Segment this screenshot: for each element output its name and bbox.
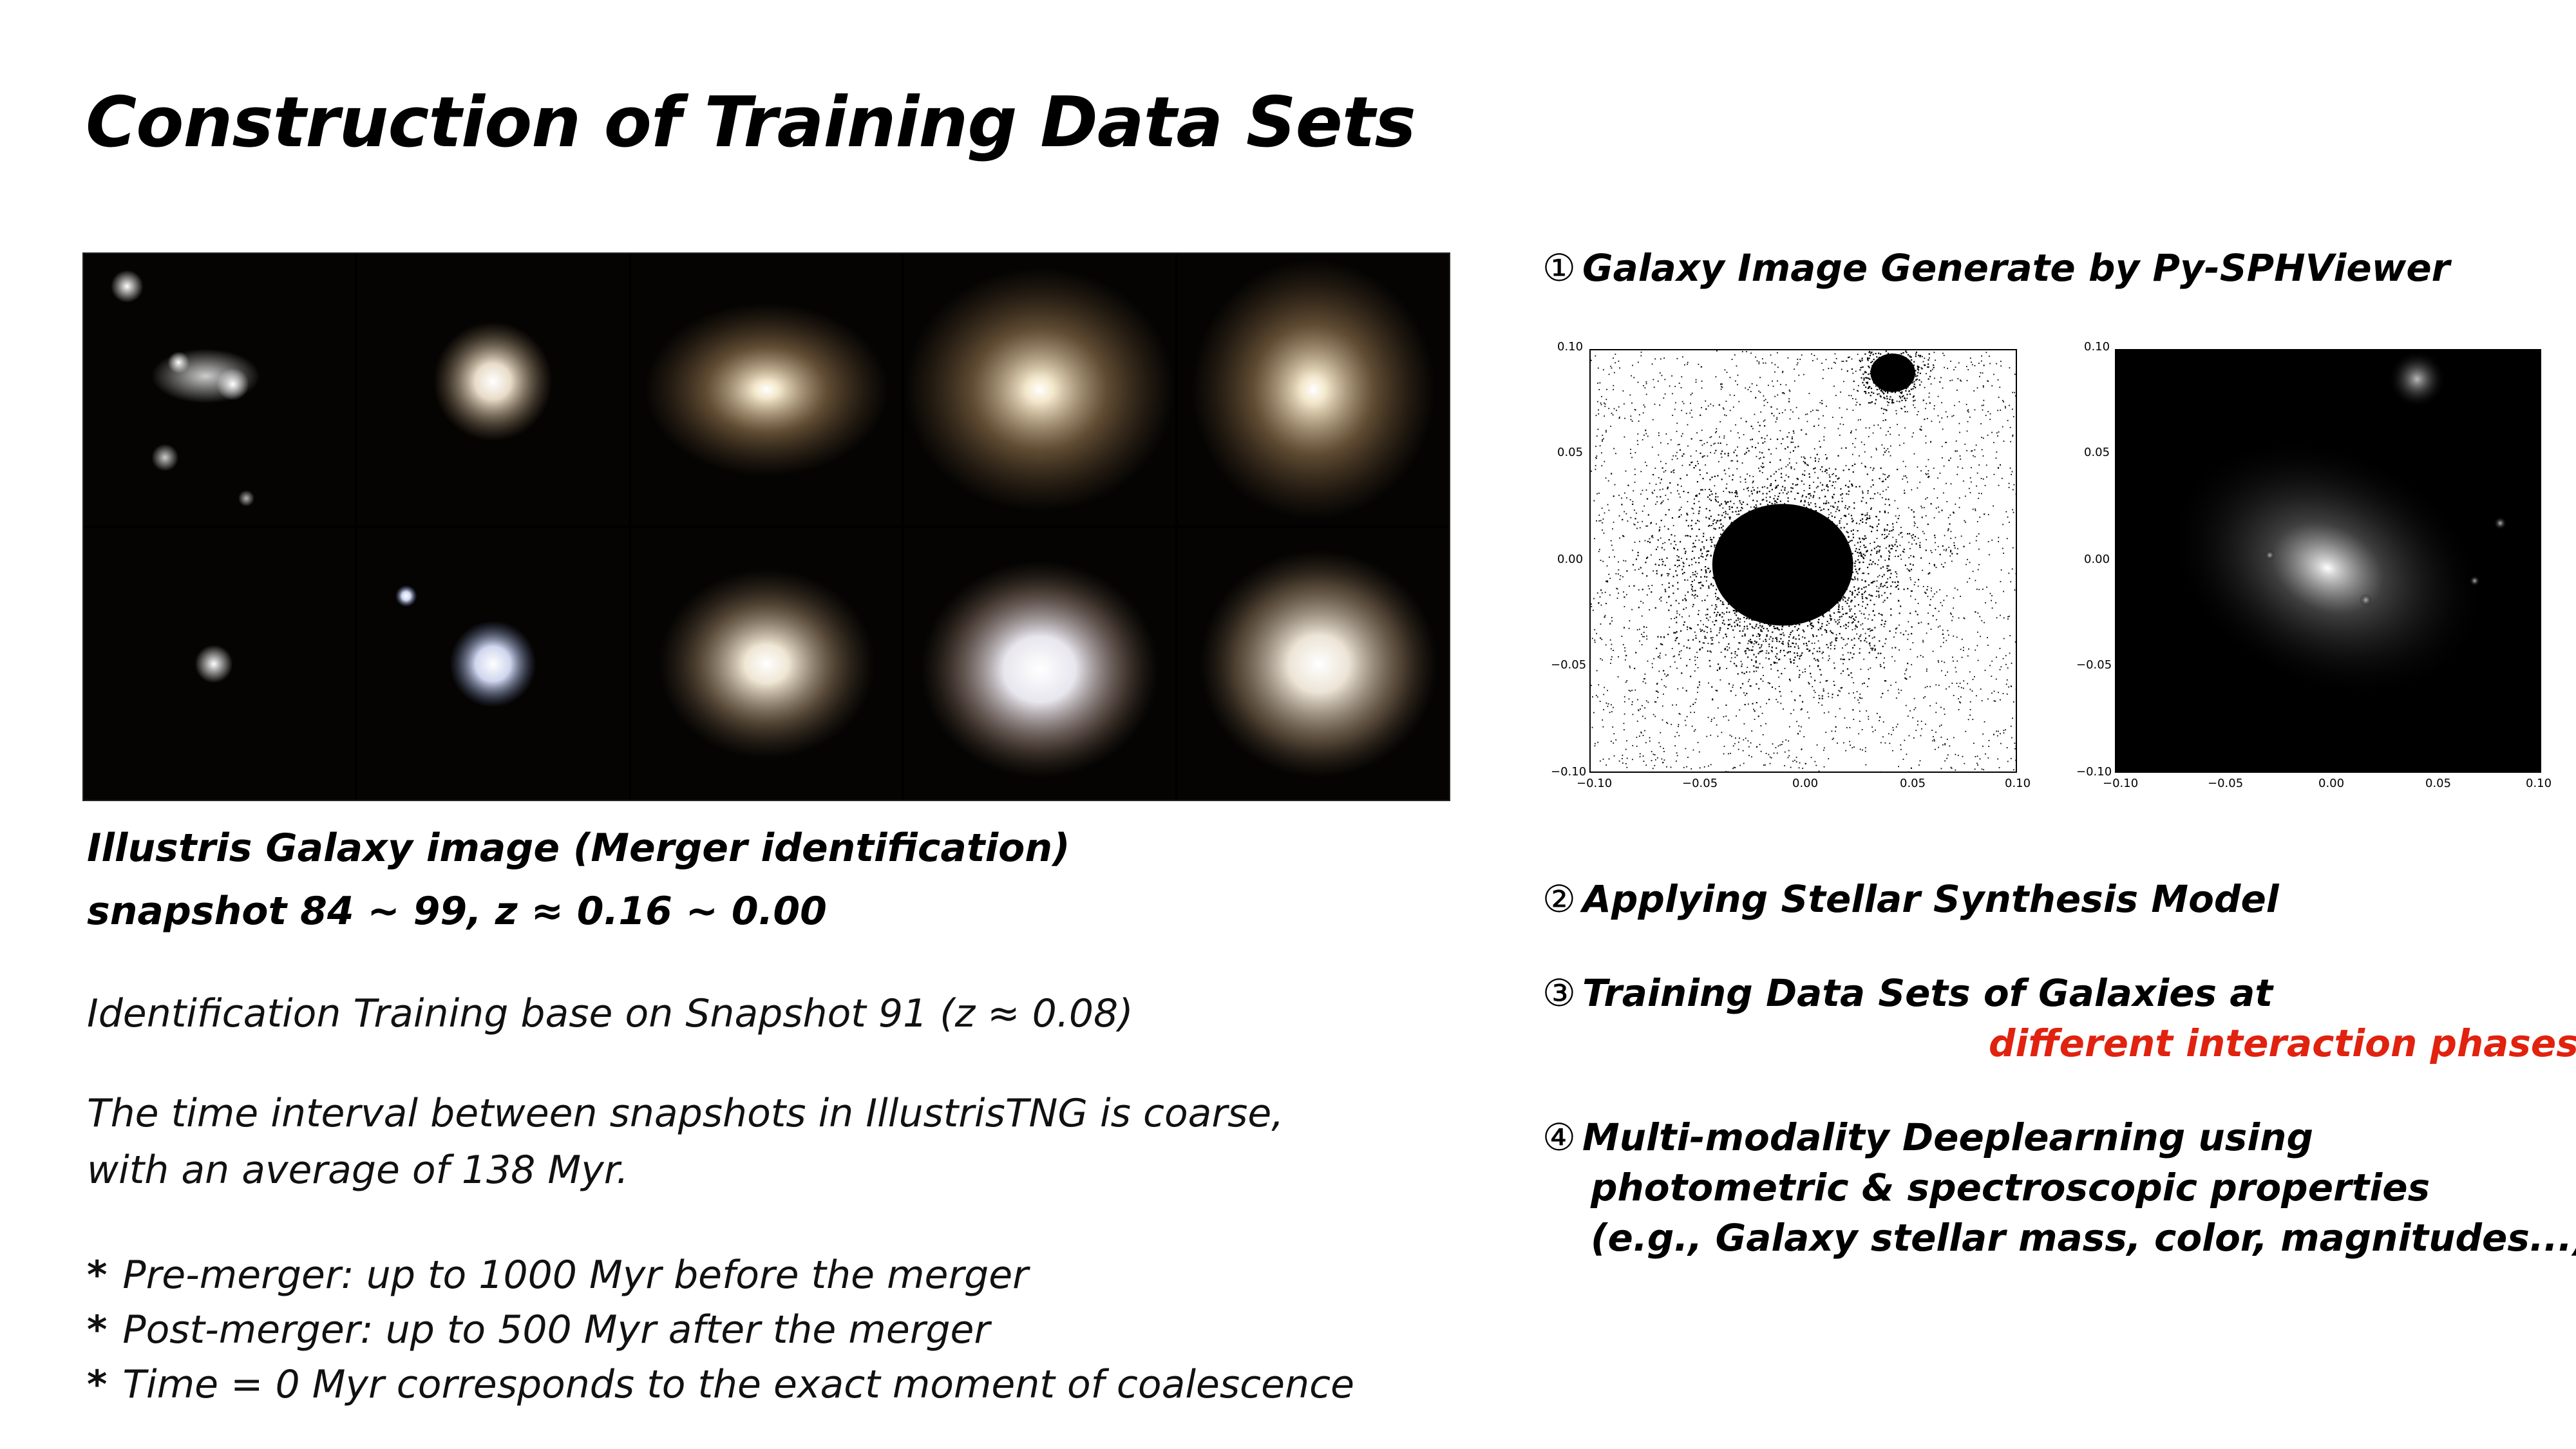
x-tick-label: −0.10 bbox=[1577, 777, 1613, 790]
interval-text-line2: with an average of 138 Myr. bbox=[87, 1148, 629, 1193]
interaction-phases-highlight: different interaction phases bbox=[1989, 1021, 2576, 1065]
galaxy-thumbnail bbox=[1178, 254, 1449, 526]
step-number: ② bbox=[1542, 877, 1576, 921]
step-text: Multi-modality Deeplearning using bbox=[1582, 1115, 2313, 1159]
bullet-text: Post-merger: up to 500 Myr after the mer… bbox=[122, 1307, 990, 1352]
scatter-points bbox=[1591, 350, 2017, 773]
page-title: Construction of Training Data Sets bbox=[86, 82, 1416, 163]
galaxy-thumbnail bbox=[630, 254, 902, 526]
list-item: * Post-merger: up to 500 Myr after the me… bbox=[87, 1307, 990, 1352]
step-text: Galaxy Image Generate by Py-SPHViewer bbox=[1582, 246, 2450, 290]
list-item: * Time = 0 Myr corresponds to the exact m… bbox=[87, 1362, 1354, 1407]
x-tick-label: 0.10 bbox=[2526, 777, 2552, 790]
step-1: ① Galaxy Image Generate by Py-SPHViewer bbox=[1542, 246, 2450, 290]
x-tick-label: 0.05 bbox=[2425, 777, 2452, 790]
y-tick-label: −0.05 bbox=[1551, 658, 1587, 672]
step-3: ③ Training Data Sets of Galaxies at bbox=[1542, 971, 2273, 1015]
interval-text-line1: The time interval between snapshots in I… bbox=[87, 1091, 1284, 1136]
galaxy-thumbnail bbox=[357, 254, 629, 526]
x-tick-label: −0.05 bbox=[1682, 777, 1718, 790]
galaxy-thumbnail bbox=[904, 254, 1176, 526]
y-tick-label: 0.00 bbox=[1557, 553, 1584, 566]
bullet-marker: * bbox=[87, 1362, 108, 1407]
bullet-marker: * bbox=[87, 1307, 108, 1352]
x-tick-label: −0.05 bbox=[2208, 777, 2244, 790]
y-tick-label: 0.00 bbox=[2084, 553, 2110, 566]
galaxy-thumbnail bbox=[357, 528, 629, 800]
y-tick-label: 0.10 bbox=[2084, 340, 2110, 354]
identification-text: Identification Training base on Snapshot… bbox=[87, 991, 1133, 1036]
step-text: Training Data Sets of Galaxies at bbox=[1582, 971, 2273, 1015]
y-tick-label: 0.05 bbox=[1557, 446, 1584, 459]
smoothed-galaxy-render bbox=[2115, 349, 2541, 773]
galaxy-thumbnail bbox=[904, 528, 1176, 800]
illustris-galaxy-image-grid bbox=[82, 252, 1450, 801]
y-tick-label: 0.05 bbox=[2084, 446, 2110, 459]
particle-scatter-plot bbox=[1589, 349, 2017, 773]
snapshot-range: snapshot 84 ~ 99, z ≈ 0.16 ~ 0.00 bbox=[87, 889, 827, 934]
bullet-marker: * bbox=[87, 1253, 108, 1298]
galaxy-thumbnail bbox=[84, 254, 355, 526]
y-tick-label: −0.10 bbox=[1551, 765, 1587, 779]
step-number: ④ bbox=[1542, 1115, 1576, 1159]
grid-caption: Illustris Galaxy image (Merger identific… bbox=[87, 826, 1070, 871]
galaxy-thumbnail bbox=[84, 528, 355, 800]
x-tick-label: 0.00 bbox=[2318, 777, 2345, 790]
y-tick-label: −0.10 bbox=[2076, 765, 2112, 779]
x-tick-label: 0.10 bbox=[2005, 777, 2031, 790]
x-tick-label: 0.05 bbox=[1900, 777, 1926, 790]
galaxy-thumbnail bbox=[630, 528, 902, 800]
bullet-text: Time = 0 Myr corresponds to the exact mo… bbox=[122, 1362, 1355, 1407]
step-4: ④ Multi-modality Deeplearning using bbox=[1542, 1115, 2313, 1159]
y-tick-label: −0.05 bbox=[2076, 658, 2112, 672]
step-number: ① bbox=[1542, 246, 1576, 290]
step-2: ② Applying Stellar Synthesis Model bbox=[1542, 877, 2279, 921]
galaxy-thumbnail bbox=[1178, 528, 1449, 800]
step-4-line3: (e.g., Galaxy stellar mass, color, magni… bbox=[1591, 1216, 2576, 1260]
step-number: ③ bbox=[1542, 971, 1576, 1015]
y-tick-label: 0.10 bbox=[1557, 340, 1584, 354]
bullet-text: Pre-merger: up to 1000 Myr before the me… bbox=[122, 1253, 1028, 1298]
step-text: Applying Stellar Synthesis Model bbox=[1582, 877, 2279, 921]
step-4-line2: photometric & spectroscopic properties bbox=[1591, 1166, 2430, 1209]
x-tick-label: −0.10 bbox=[2103, 777, 2139, 790]
x-tick-label: 0.00 bbox=[1792, 777, 1819, 790]
list-item: * Pre-merger: up to 1000 Myr before the m… bbox=[87, 1253, 1028, 1298]
